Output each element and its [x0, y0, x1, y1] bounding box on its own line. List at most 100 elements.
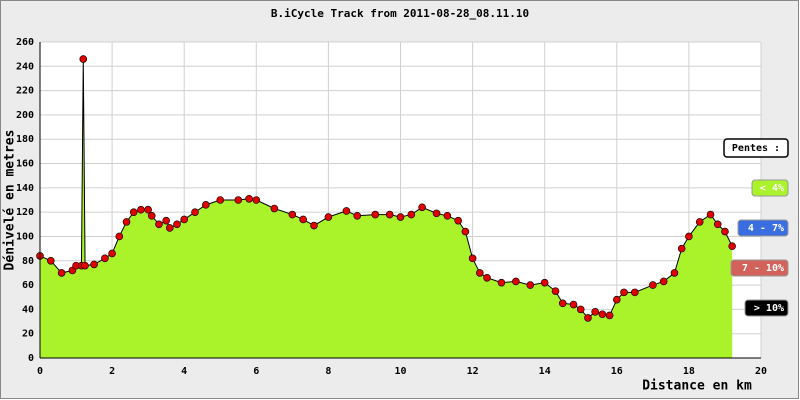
- y-tick-label: 100: [16, 231, 34, 242]
- legend-title-box: [723, 138, 789, 158]
- y-axis-label: Dénivelé en metres: [3, 130, 18, 271]
- chart-title: B.iCycle Track from 2011-08-28_08.11.10: [271, 7, 529, 20]
- y-tick-label: 260: [16, 37, 34, 48]
- point: [591, 308, 599, 316]
- point: [558, 299, 567, 308]
- point: [385, 210, 394, 219]
- point: [180, 215, 188, 224]
- legend-swatch: [744, 299, 789, 317]
- point: [418, 203, 426, 212]
- y-tick-label: 200: [16, 110, 34, 121]
- point: [685, 232, 693, 241]
- point: [713, 220, 722, 229]
- y-tick-label: 80: [22, 256, 34, 267]
- point: [101, 254, 109, 263]
- x-axis-label: Distance en km: [642, 379, 752, 394]
- point: [115, 232, 124, 241]
- point: [288, 210, 297, 219]
- point: [165, 224, 174, 232]
- point: [706, 210, 715, 219]
- x-tick-label: 8: [325, 366, 331, 377]
- point: [461, 227, 470, 236]
- legend-label: 4 - 7%: [748, 223, 784, 234]
- point: [612, 295, 621, 304]
- legend-title: Pentes :: [732, 143, 780, 154]
- legend-swatch: [730, 259, 789, 277]
- point: [216, 196, 225, 204]
- point: [659, 277, 668, 286]
- point: [721, 227, 729, 236]
- point: [234, 196, 243, 204]
- point: [670, 269, 679, 277]
- point: [551, 287, 560, 295]
- x-tick-label: 4: [181, 366, 187, 377]
- point: [407, 210, 416, 219]
- x-tick-label: 6: [253, 366, 259, 377]
- y-tick-label: 180: [16, 134, 34, 145]
- x-tick-label: 2: [109, 366, 115, 377]
- x-tick-label: 10: [394, 366, 406, 377]
- point: [371, 210, 380, 219]
- x-tick-label: 12: [467, 366, 479, 377]
- point: [649, 281, 657, 289]
- y-tick-label: 20: [22, 329, 34, 340]
- point: [57, 269, 66, 277]
- point: [540, 278, 549, 287]
- point: [144, 205, 152, 214]
- point: [605, 311, 614, 320]
- point: [173, 220, 181, 229]
- y-tick-label: 60: [22, 280, 34, 291]
- x-tick-label: 14: [539, 366, 551, 377]
- y-tick-label: 140: [16, 183, 34, 194]
- point: [443, 212, 452, 220]
- legend-swatch: [751, 179, 789, 197]
- point: [252, 196, 261, 204]
- y-tick-label: 220: [16, 86, 34, 97]
- legend-swatch: [737, 219, 789, 237]
- point: [129, 208, 138, 216]
- x-tick-label: 18: [683, 366, 695, 377]
- point: [728, 242, 736, 250]
- point: [695, 218, 704, 226]
- point: [147, 212, 156, 220]
- point: [324, 213, 333, 221]
- point: [468, 254, 477, 263]
- point: [137, 205, 145, 214]
- point: [454, 216, 462, 225]
- point: [353, 212, 362, 220]
- point: [631, 288, 639, 297]
- legend-label: 7 - 10%: [742, 263, 784, 274]
- point: [677, 244, 686, 253]
- point: [162, 216, 170, 225]
- point: [476, 269, 484, 277]
- point: [598, 310, 607, 319]
- point: [79, 55, 88, 63]
- point: [155, 220, 163, 229]
- y-tick-label: 0: [28, 353, 34, 364]
- legend-label: > 10%: [754, 303, 784, 314]
- point: [584, 314, 592, 322]
- point: [245, 194, 253, 203]
- point: [310, 221, 318, 230]
- x-tick-label: 20: [755, 366, 767, 377]
- point: [122, 218, 131, 226]
- point: [299, 215, 307, 224]
- point: [191, 208, 199, 216]
- point: [483, 273, 491, 282]
- area: [40, 59, 733, 359]
- point: [47, 256, 55, 265]
- y-tick-label: 160: [16, 159, 34, 170]
- y-tick-label: 240: [16, 61, 34, 72]
- point: [90, 260, 98, 269]
- point: [108, 249, 116, 258]
- point: [202, 201, 210, 209]
- point: [512, 277, 520, 286]
- point: [270, 204, 279, 213]
- point: [526, 281, 535, 289]
- y-tick-label: 120: [16, 207, 34, 218]
- point: [396, 213, 405, 221]
- legend-label: < 4%: [760, 183, 784, 194]
- point: [576, 305, 585, 314]
- point: [620, 288, 628, 297]
